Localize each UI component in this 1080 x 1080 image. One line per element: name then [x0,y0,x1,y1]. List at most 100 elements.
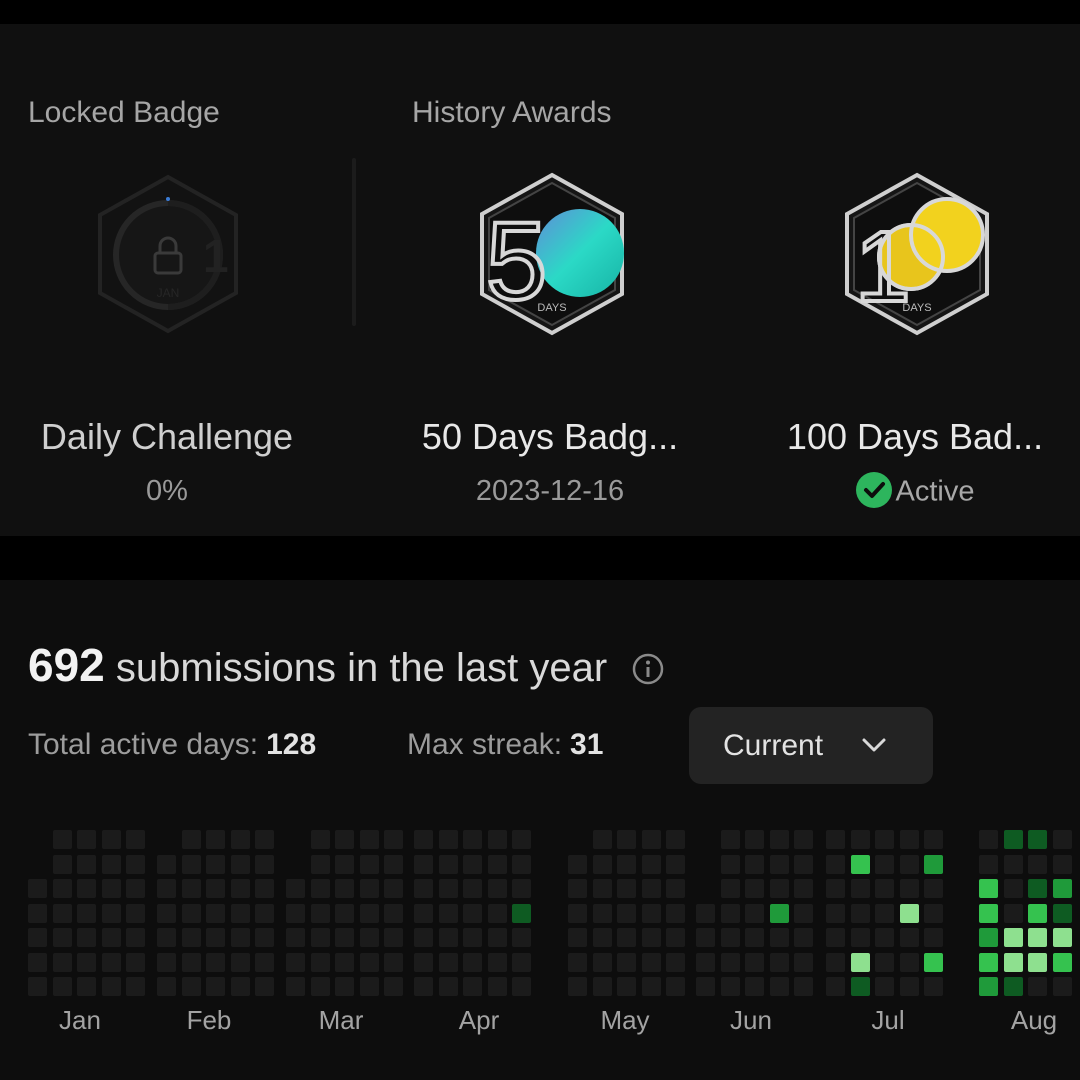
heatmap-day-cell[interactable] [512,952,531,972]
heatmap-day-cell[interactable] [924,977,943,996]
heatmap-day-cell[interactable] [617,928,636,947]
heatmap-day-cell[interactable] [568,879,587,898]
heatmap-day-cell[interactable] [592,903,612,923]
heatmap-day-cell[interactable] [414,928,433,947]
heatmap-day-cell[interactable] [875,928,894,947]
heatmap-day-cell[interactable] [384,903,403,923]
heatmap-day-cell[interactable] [512,903,531,923]
heatmap-day-cell[interactable] [101,854,121,874]
heatmap-day-cell[interactable] [512,830,531,849]
heatmap-day-cell[interactable] [720,977,740,996]
heatmap-day-cell[interactable] [310,903,330,923]
heatmap-day-cell[interactable] [77,928,96,947]
heatmap-day-cell[interactable] [28,952,47,972]
heatmap-day-cell[interactable] [979,903,998,923]
heatmap-day-cell[interactable] [696,952,715,972]
heatmap-day-cell[interactable] [794,928,813,947]
heatmap-day-cell[interactable] [1028,977,1047,996]
heatmap-day-cell[interactable] [1052,830,1072,849]
heatmap-day-cell[interactable] [438,854,458,874]
daily-challenge-badge[interactable]: 1 JAN [88,169,248,339]
heatmap-day-cell[interactable] [157,952,176,972]
heatmap-day-cell[interactable] [745,830,764,849]
heatmap-day-cell[interactable] [979,830,998,849]
heatmap-day-cell[interactable] [487,977,507,996]
heatmap-day-cell[interactable] [126,977,145,996]
heatmap-day-cell[interactable] [77,952,96,972]
heatmap-day-cell[interactable] [286,928,305,947]
heatmap-day-cell[interactable] [641,879,661,898]
heatmap-day-cell[interactable] [666,928,685,947]
heatmap-day-cell[interactable] [617,879,636,898]
heatmap-day-cell[interactable] [826,830,845,849]
heatmap-day-cell[interactable] [286,952,305,972]
heatmap-day-cell[interactable] [924,830,943,849]
heatmap-day-cell[interactable] [1052,903,1072,923]
heatmap-day-cell[interactable] [487,854,507,874]
heatmap-day-cell[interactable] [157,879,176,898]
heatmap-day-cell[interactable] [617,977,636,996]
heatmap-day-cell[interactable] [826,977,845,996]
heatmap-day-cell[interactable] [77,830,96,849]
heatmap-day-cell[interactable] [794,952,813,972]
heatmap-day-cell[interactable] [696,903,715,923]
heatmap-day-cell[interactable] [875,952,894,972]
heatmap-day-cell[interactable] [899,952,919,972]
heatmap-day-cell[interactable] [335,879,354,898]
heatmap-day-cell[interactable] [1028,952,1047,972]
heatmap-day-cell[interactable] [77,977,96,996]
heatmap-day-cell[interactable] [720,854,740,874]
heatmap-day-cell[interactable] [126,879,145,898]
heatmap-day-cell[interactable] [850,903,870,923]
heatmap-day-cell[interactable] [1052,928,1072,947]
heatmap-day-cell[interactable] [126,830,145,849]
heatmap-day-cell[interactable] [52,928,72,947]
heatmap-day-cell[interactable] [438,830,458,849]
heatmap-day-cell[interactable] [52,854,72,874]
heatmap-day-cell[interactable] [745,854,764,874]
heatmap-day-cell[interactable] [1028,928,1047,947]
heatmap-day-cell[interactable] [77,879,96,898]
heatmap-day-cell[interactable] [101,903,121,923]
heatmap-day-cell[interactable] [359,952,379,972]
heatmap-day-cell[interactable] [101,928,121,947]
heatmap-day-cell[interactable] [1003,854,1023,874]
heatmap-day-cell[interactable] [979,977,998,996]
heatmap-day-cell[interactable] [850,977,870,996]
heatmap-day-cell[interactable] [899,928,919,947]
heatmap-day-cell[interactable] [52,879,72,898]
heatmap-day-cell[interactable] [359,854,379,874]
heatmap-day-cell[interactable] [875,879,894,898]
heatmap-day-cell[interactable] [924,879,943,898]
heatmap-day-cell[interactable] [512,879,531,898]
heatmap-day-cell[interactable] [617,854,636,874]
heatmap-day-cell[interactable] [487,928,507,947]
heatmap-day-cell[interactable] [592,830,612,849]
heatmap-day-cell[interactable] [592,854,612,874]
heatmap-day-cell[interactable] [230,903,250,923]
heatmap-day-cell[interactable] [745,879,764,898]
heatmap-day-cell[interactable] [438,879,458,898]
heatmap-day-cell[interactable] [487,830,507,849]
heatmap-day-cell[interactable] [255,854,274,874]
heatmap-day-cell[interactable] [77,903,96,923]
heatmap-day-cell[interactable] [666,854,685,874]
heatmap-day-cell[interactable] [28,879,47,898]
heatmap-day-cell[interactable] [438,903,458,923]
heatmap-day-cell[interactable] [206,977,225,996]
heatmap-day-cell[interactable] [512,977,531,996]
heatmap-day-cell[interactable] [487,879,507,898]
heatmap-day-cell[interactable] [359,903,379,923]
heatmap-day-cell[interactable] [568,952,587,972]
heatmap-day-cell[interactable] [826,928,845,947]
heatmap-day-cell[interactable] [666,879,685,898]
heatmap-day-cell[interactable] [1028,854,1047,874]
heatmap-day-cell[interactable] [666,952,685,972]
heatmap-day-cell[interactable] [924,928,943,947]
heatmap-day-cell[interactable] [181,928,201,947]
heatmap-day-cell[interactable] [696,977,715,996]
heatmap-day-cell[interactable] [438,928,458,947]
heatmap-day-cell[interactable] [157,977,176,996]
heatmap-day-cell[interactable] [592,879,612,898]
heatmap-day-cell[interactable] [720,928,740,947]
